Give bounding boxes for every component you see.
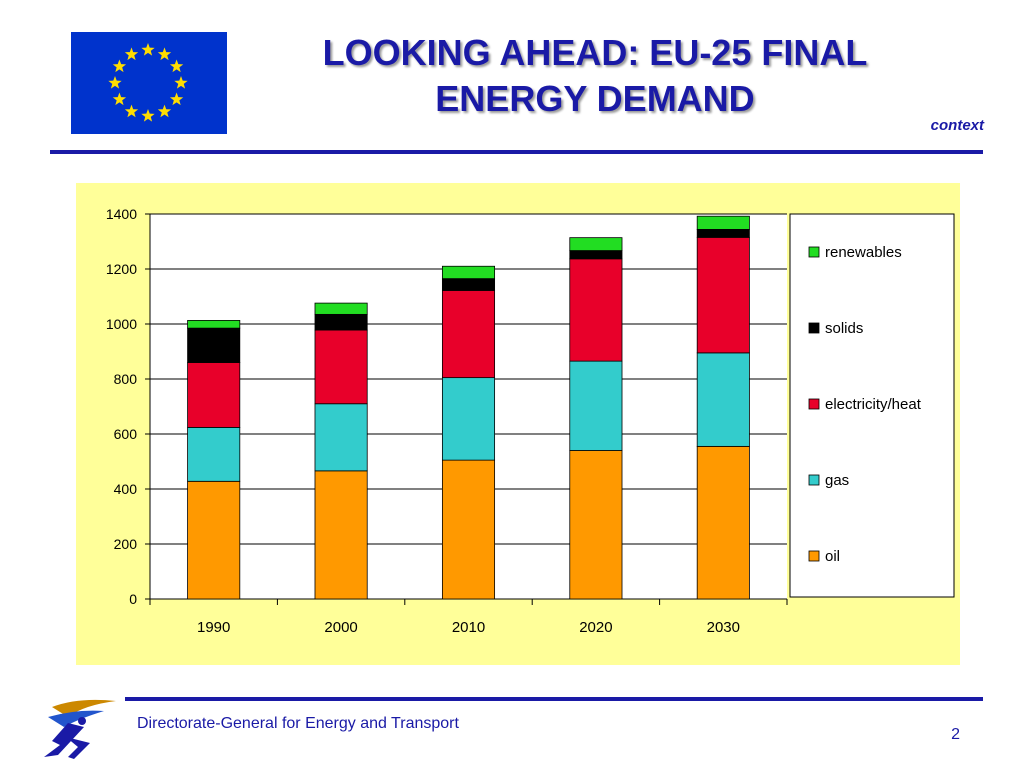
bar-segment-solids-2010 [441,278,496,291]
chart-legend: renewables solids electricity/heat gas oil [789,213,955,598]
flag-star [124,47,139,61]
bar-segment-solids-2020 [569,250,623,260]
context-label: context [930,117,984,134]
bar-segment-gas-2010 [441,377,496,461]
bar-segment-gas-2020 [569,360,623,451]
x-tick-label: 2010 [452,619,485,636]
x-tick-label: 2030 [707,619,740,636]
y-tick-label: 600 [114,426,138,442]
bar-segment-oil-2010 [441,459,496,600]
y-tick-label: 800 [114,371,138,387]
title-line-1: LOOKING AHEAD: EU-25 FINAL [322,32,868,73]
legend-label: electricity/heat [825,396,922,413]
bar-segment-gas-2030 [696,352,750,447]
legend-swatch [808,398,820,410]
bar-segment-oil-2000 [314,470,368,600]
x-tick-label: 2020 [579,619,612,636]
eu-flag-icon [71,32,227,134]
y-tick-label: 1200 [106,261,137,277]
bar-segment-renewables-1990 [187,320,241,329]
bar-segment-oil-2020 [569,450,623,600]
bar-segment-renewables-2020 [569,237,623,251]
flag-star [157,104,172,118]
bar-segment-solids-2000 [314,313,368,331]
bar-segment-gas-1990 [187,426,241,482]
flag-star [169,59,184,73]
flag-star [141,43,155,56]
bar-segment-solids-1990 [187,327,241,363]
bar-segment-electricity-heat-2030 [696,236,750,354]
legend-swatch [808,474,820,486]
legend-swatch [808,550,820,562]
legend-swatch [808,246,820,258]
x-tick-label: 2000 [324,619,357,636]
flag-star [112,92,127,106]
flag-star [169,92,184,106]
top-divider [50,150,983,154]
y-tick-label: 400 [114,481,138,497]
y-tick-label: 1400 [106,206,137,222]
legend-label: renewables [825,244,902,261]
bar-segment-renewables-2010 [441,265,496,280]
legend-label: gas [825,472,849,489]
bottom-divider [125,697,983,701]
bar-segment-oil-1990 [187,480,241,600]
flag-star [157,47,172,61]
stacked-bar-chart: 0 200 400 600 800 1000 1200 1400 1990 2000 2010 202… [106,206,955,636]
flag-star [141,109,155,122]
page-title: LOOKING AHEAD: EU-25 FINAL ENERGY DEMAND [230,30,960,122]
page-number: 2 [951,726,960,743]
flag-star [108,76,122,89]
y-tick-label: 0 [129,591,137,607]
y-tick-label: 200 [114,536,138,552]
bar-segment-oil-2030 [696,445,750,600]
bar-segment-gas-2000 [314,403,368,472]
footer-text: Directorate-General for Energy and Trans… [137,715,459,732]
legend-label: oil [825,548,840,565]
dg-tren-logo-icon [38,697,120,761]
x-tick-label: 1990 [197,619,230,636]
chart-panel: 0 200 400 600 800 1000 1200 1400 1990 2000 2010 202… [76,183,960,665]
bar-segment-solids-2030 [696,229,750,238]
y-tick-label: 1000 [106,316,137,332]
bar-segment-electricity-heat-1990 [187,362,241,428]
bar-segment-electricity-heat-2010 [441,290,496,379]
legend-label: solids [825,320,863,337]
legend-swatch [808,322,820,334]
title-line-2: ENERGY DEMAND [435,78,755,119]
bar-segment-renewables-2000 [314,302,368,315]
flag-star [112,59,127,73]
flag-star [174,76,188,89]
flag-star [124,104,139,118]
bar-segment-electricity-heat-2020 [569,258,623,362]
bar-segment-renewables-2030 [696,215,750,230]
bar-segment-electricity-heat-2000 [314,329,368,405]
